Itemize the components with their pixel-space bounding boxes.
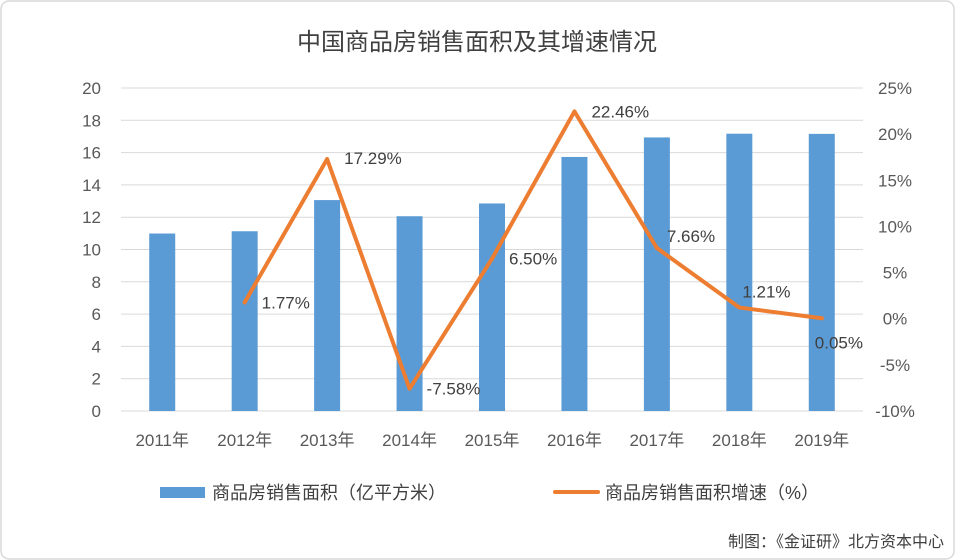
x-tick-label-0: 2011年 <box>135 431 189 450</box>
x-tick-label-6: 2017年 <box>629 431 684 450</box>
line-series-growth <box>242 109 824 391</box>
data-label-6: 7.66% <box>667 227 715 246</box>
left-tick-label-5: 10 <box>82 241 101 260</box>
x-tick-label-1: 2012年 <box>217 431 272 450</box>
left-tick-label-10: 20 <box>82 79 101 98</box>
bar-5 <box>561 156 588 411</box>
data-label-7: 1.21% <box>742 283 790 302</box>
legend-label-growth: 商品房销售面积增速（%） <box>605 483 819 503</box>
data-label-2: 17.29% <box>344 149 402 168</box>
bar-8 <box>808 133 835 411</box>
bar-1 <box>231 231 258 411</box>
right-tick-label-2: 0% <box>883 310 908 329</box>
growth-point-6 <box>654 246 659 251</box>
right-tick-label-3: 5% <box>883 264 908 283</box>
legend-label-area: 商品房销售面积（亿平方米） <box>212 483 446 503</box>
growth-point-8 <box>819 316 824 321</box>
right-tick-label-5: 15% <box>878 171 912 190</box>
data-label-8: 0.05% <box>815 333 863 352</box>
legend: 商品房销售面积（亿平方米） 商品房销售面积增速（%） <box>160 483 819 503</box>
data-label-3: -7.58% <box>427 380 481 399</box>
growth-point-7 <box>737 305 742 310</box>
bar-4 <box>479 203 505 411</box>
bar-7 <box>726 133 753 411</box>
bar-3 <box>396 216 423 411</box>
legend-swatch-area <box>160 487 205 498</box>
growth-point-3 <box>407 386 412 391</box>
right-tick-label-0: -10% <box>875 402 915 421</box>
x-tick-label-3: 2014年 <box>382 431 437 450</box>
data-label-5: 22.46% <box>591 102 649 121</box>
growth-point-5 <box>572 109 577 114</box>
source-credit: 制图：《金证研》北方资本中心 <box>728 533 944 551</box>
left-tick-label-8: 16 <box>82 144 101 163</box>
left-axis-tick-labels: 0 2 4 6 8 10 12 14 16 18 20 <box>82 79 101 421</box>
bar-6 <box>643 137 670 411</box>
x-tick-label-2: 2013年 <box>300 431 355 450</box>
x-axis-tick-labels: 2011年 2012年 2013年 2014年 2015年 2016年 2017年 2018年… <box>135 431 849 450</box>
data-label-4: 6.50% <box>509 250 557 269</box>
bar-series-area <box>149 133 835 411</box>
growth-series-line <box>242 109 824 391</box>
left-tick-label-4: 8 <box>92 273 101 292</box>
bar-2 <box>314 200 341 411</box>
x-tick-label-5: 2016年 <box>547 431 602 450</box>
right-tick-label-1: -5% <box>880 356 910 375</box>
x-tick-label-4: 2015年 <box>465 431 520 450</box>
right-tick-label-4: 10% <box>878 217 912 236</box>
bar-0 <box>149 233 176 411</box>
chart-title: 中国商品房销售面积及其增速情况 <box>297 29 657 56</box>
left-tick-label-6: 12 <box>82 208 101 227</box>
left-tick-label-7: 14 <box>82 176 101 195</box>
left-tick-label-3: 6 <box>92 305 101 324</box>
left-tick-label-2: 4 <box>92 337 101 356</box>
right-tick-label-7: 25% <box>878 79 912 98</box>
growth-point-2 <box>325 157 330 162</box>
x-tick-label-7: 2018年 <box>712 431 767 450</box>
right-tick-label-6: 20% <box>878 125 912 144</box>
left-tick-label-0: 0 <box>92 402 101 421</box>
growth-point-4 <box>490 256 494 261</box>
left-tick-label-9: 18 <box>82 111 101 130</box>
growth-point-1 <box>242 300 247 305</box>
data-label-1: 1.77% <box>262 293 310 312</box>
growth-data-labels: 1.77% 17.29% -7.58% 6.50% 22.46% 7.66% 1.21% 0.… <box>262 102 863 398</box>
right-axis-tick-labels: -10% -5% 0% 5% 10% 15% 20% 25% <box>875 79 915 421</box>
x-tick-label-8: 2019年 <box>794 431 849 450</box>
left-tick-label-1: 2 <box>92 370 101 389</box>
